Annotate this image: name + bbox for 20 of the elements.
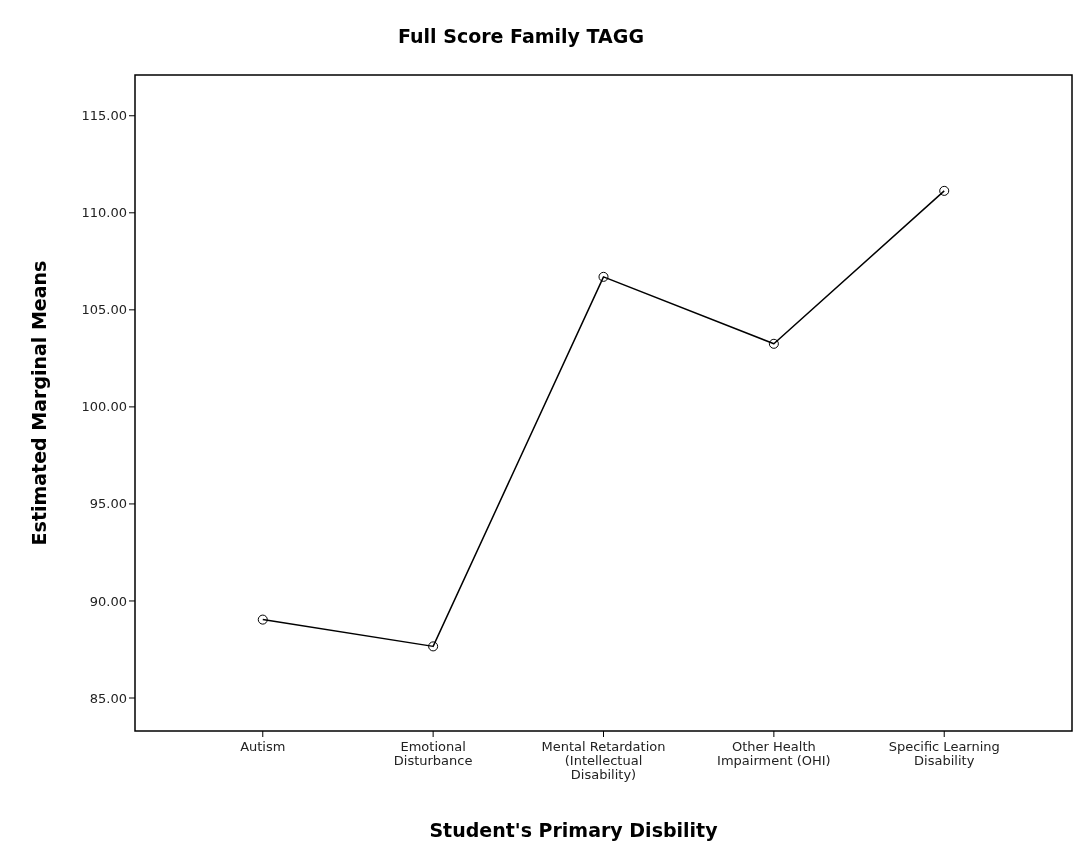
y-tick-label: 110.00	[81, 205, 127, 221]
y-tick-label: 115.00	[81, 108, 127, 124]
x-tick-label: Specific Learning Disability	[888, 739, 1000, 768]
x-tick-label: Mental Retardation (Intellectual Disability)	[541, 739, 666, 782]
x-axis-title: Student's Primary Disbility	[429, 819, 719, 841]
point	[257, 614, 268, 625]
y-tick-label: 85.00	[89, 690, 127, 706]
chart-title: Full Score Family TAGG	[398, 25, 644, 47]
x-tick-label: Other Health Impairment (OHI)	[717, 739, 831, 768]
point	[428, 641, 439, 652]
x-tick-label: Autism	[240, 739, 286, 754]
point	[939, 185, 950, 196]
point	[598, 271, 609, 282]
y-axis-title: Estimated Marginal Means	[28, 260, 50, 546]
y-tick-label: 95.00	[89, 496, 127, 512]
y-tick-label: 105.00	[81, 302, 127, 318]
x-tick-label: Emotional Disturbance	[393, 739, 473, 768]
y-tick-label: 90.00	[89, 593, 127, 609]
point	[768, 338, 779, 349]
y-tick-label: 100.00	[81, 399, 127, 415]
